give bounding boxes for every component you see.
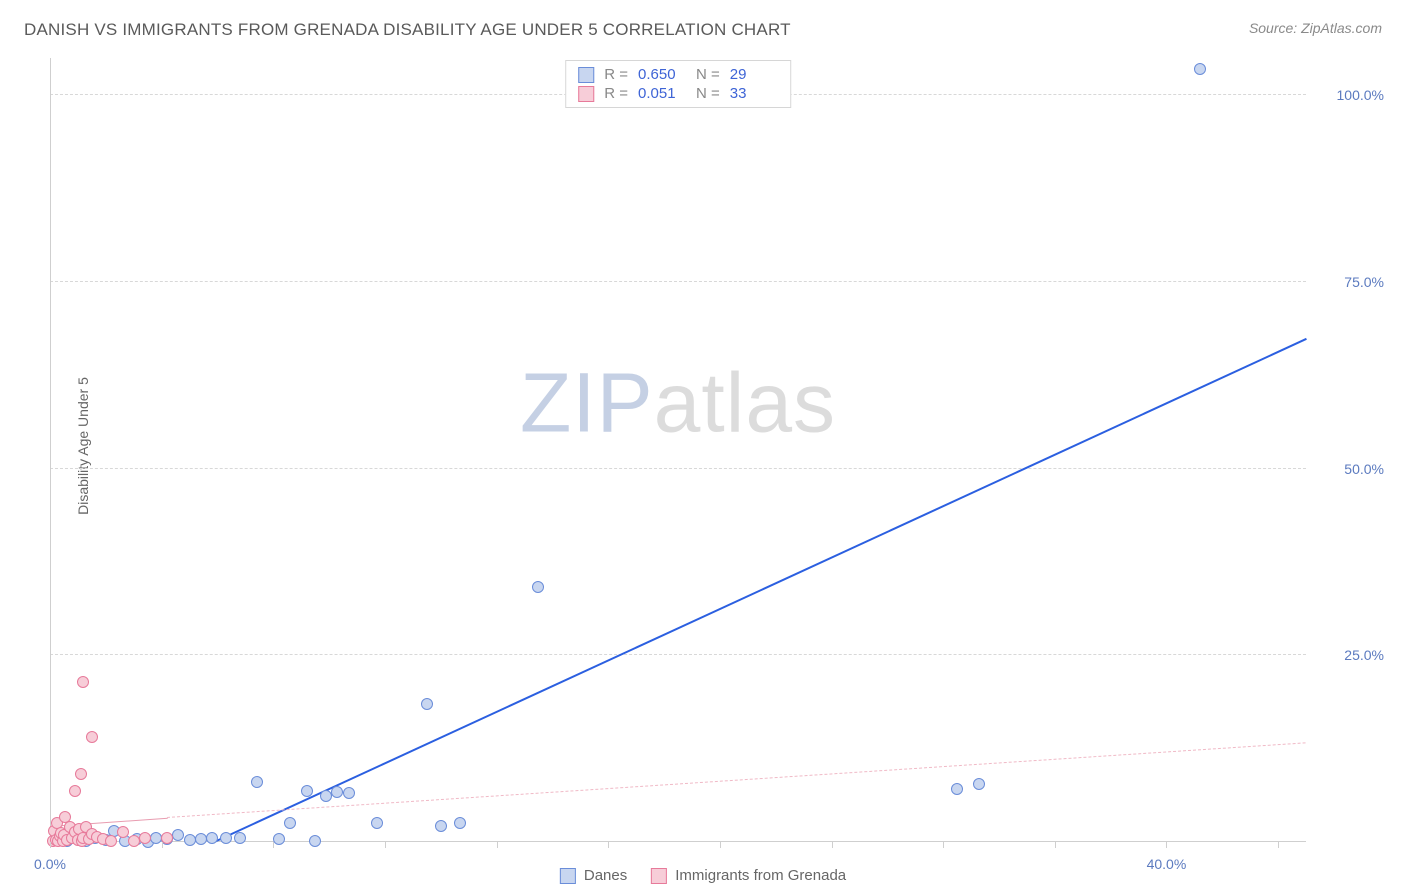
data-point-danes [220, 832, 232, 844]
data-point-danes [301, 785, 313, 797]
data-point-danes [309, 835, 321, 847]
chart-title: DANISH VS IMMIGRANTS FROM GRENADA DISABI… [24, 20, 791, 40]
x-tick-mark [162, 842, 163, 848]
series-legend: Danes Immigrants from Grenada [560, 867, 846, 884]
x-tick-label: 40.0% [1147, 856, 1187, 872]
y-tick-label: 50.0% [1344, 461, 1384, 477]
x-tick-mark [1055, 842, 1056, 848]
data-point-danes [435, 820, 447, 832]
data-point-grenada [105, 835, 117, 847]
x-tick-mark [608, 842, 609, 848]
r-value: 0.650 [638, 66, 686, 83]
y-tick-label: 100.0% [1337, 87, 1384, 103]
y-tick-label: 25.0% [1344, 647, 1384, 663]
legend-label: Danes [584, 867, 627, 884]
r-label: R = [604, 66, 628, 83]
data-point-danes [951, 783, 963, 795]
r-label: R = [604, 85, 628, 102]
x-tick-mark [50, 842, 51, 848]
data-point-grenada [69, 785, 81, 797]
data-point-danes [454, 817, 466, 829]
data-point-danes [184, 834, 196, 846]
n-value: 29 [730, 66, 778, 83]
swatch-icon [578, 86, 594, 102]
data-point-danes [1194, 63, 1206, 75]
swatch-icon [560, 868, 576, 884]
data-point-danes [195, 833, 207, 845]
n-label: N = [696, 85, 720, 102]
r-value: 0.051 [638, 85, 686, 102]
x-tick-mark [943, 842, 944, 848]
data-point-danes [343, 787, 355, 799]
legend-item-danes: Danes [560, 867, 627, 884]
chart-header: DANISH VS IMMIGRANTS FROM GRENADA DISABI… [0, 0, 1406, 40]
x-tick-mark [497, 842, 498, 848]
data-point-grenada [77, 676, 89, 688]
x-tick-label: 0.0% [34, 856, 66, 872]
n-value: 33 [730, 85, 778, 102]
data-point-danes [532, 581, 544, 593]
data-point-grenada [75, 768, 87, 780]
data-point-danes [284, 817, 296, 829]
scatter-chart: ZIPatlas R = 0.650 N = 29 R = 0.051 N = … [50, 58, 1306, 842]
source-attribution: Source: ZipAtlas.com [1249, 20, 1382, 36]
x-tick-mark [1166, 842, 1167, 848]
data-point-danes [421, 698, 433, 710]
data-point-grenada [139, 832, 151, 844]
data-point-grenada [86, 731, 98, 743]
x-tick-mark [832, 842, 833, 848]
legend-item-grenada: Immigrants from Grenada [651, 867, 846, 884]
y-tick-label: 75.0% [1344, 274, 1384, 290]
x-tick-mark [273, 842, 274, 848]
data-point-danes [234, 832, 246, 844]
x-tick-mark [385, 842, 386, 848]
correlation-row-danes: R = 0.650 N = 29 [574, 65, 782, 84]
swatch-icon [651, 868, 667, 884]
data-point-danes [371, 817, 383, 829]
data-point-grenada [117, 826, 129, 838]
data-point-danes [273, 833, 285, 845]
x-tick-mark [720, 842, 721, 848]
data-point-danes [251, 776, 263, 788]
correlation-legend: R = 0.650 N = 29 R = 0.051 N = 33 [565, 60, 791, 108]
correlation-row-grenada: R = 0.051 N = 33 [574, 84, 782, 103]
data-point-grenada [161, 832, 173, 844]
points-layer [50, 58, 1306, 842]
data-point-danes [973, 778, 985, 790]
n-label: N = [696, 66, 720, 83]
x-tick-mark [1278, 842, 1279, 848]
data-point-danes [206, 832, 218, 844]
swatch-icon [578, 67, 594, 83]
legend-label: Immigrants from Grenada [675, 867, 846, 884]
